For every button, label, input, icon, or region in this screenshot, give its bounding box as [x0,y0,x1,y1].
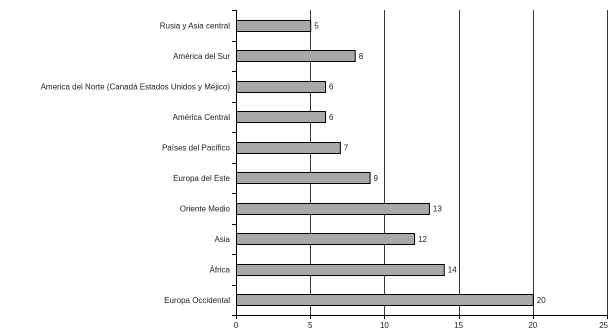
x-tick-label-3: 15 [454,321,463,330]
bar-1 [236,50,356,62]
axes [232,10,608,319]
category-label-3: América Central [173,113,231,122]
category-label-8: África [210,265,231,274]
category-label-6: Oriente Medio [180,204,231,213]
value-label-6: 13 [433,204,442,213]
category-label-7: Asia [214,235,230,244]
x-tick-label-0: 0 [234,321,239,330]
x-tick-label-1: 5 [308,321,313,330]
value-label-5: 9 [374,174,379,183]
value-label-8: 14 [448,265,457,274]
bars [236,20,534,306]
bar-3 [236,111,327,123]
category-label-2: America del Norte (Canadá Estados Unidos… [41,82,231,91]
value-labels: 5 8 6 6 7 9 13 12 14 20 [314,21,546,305]
bar-6 [236,203,430,215]
category-label-1: América del Sur [173,52,230,61]
x-tick-label-4: 20 [528,321,537,330]
value-label-3: 6 [329,113,334,122]
category-label-5: Europa del Este [173,174,230,183]
value-label-0: 5 [314,21,319,30]
category-label-0: Rusia y Asia central [160,21,230,30]
x-tick-label-2: 10 [380,321,389,330]
value-label-9: 20 [537,296,546,305]
category-label-9: Europa Occidental [164,296,230,305]
bar-0 [236,20,312,32]
bar-5 [236,172,371,184]
bar-7 [236,233,416,245]
bar-9 [236,294,534,306]
value-label-4: 7 [344,143,349,152]
value-label-2: 6 [329,82,334,91]
bar-4 [236,142,341,154]
x-tick-labels: 0 5 10 15 20 25 [234,321,609,330]
category-label-4: Países del Pacífico [162,143,231,152]
x-tick-label-5: 25 [599,321,608,330]
value-label-7: 12 [418,235,427,244]
bar-8 [236,264,445,276]
bar-2 [236,81,327,93]
value-label-1: 8 [359,52,364,61]
category-labels: Rusia y Asia central América del Sur Ameri… [41,21,231,305]
